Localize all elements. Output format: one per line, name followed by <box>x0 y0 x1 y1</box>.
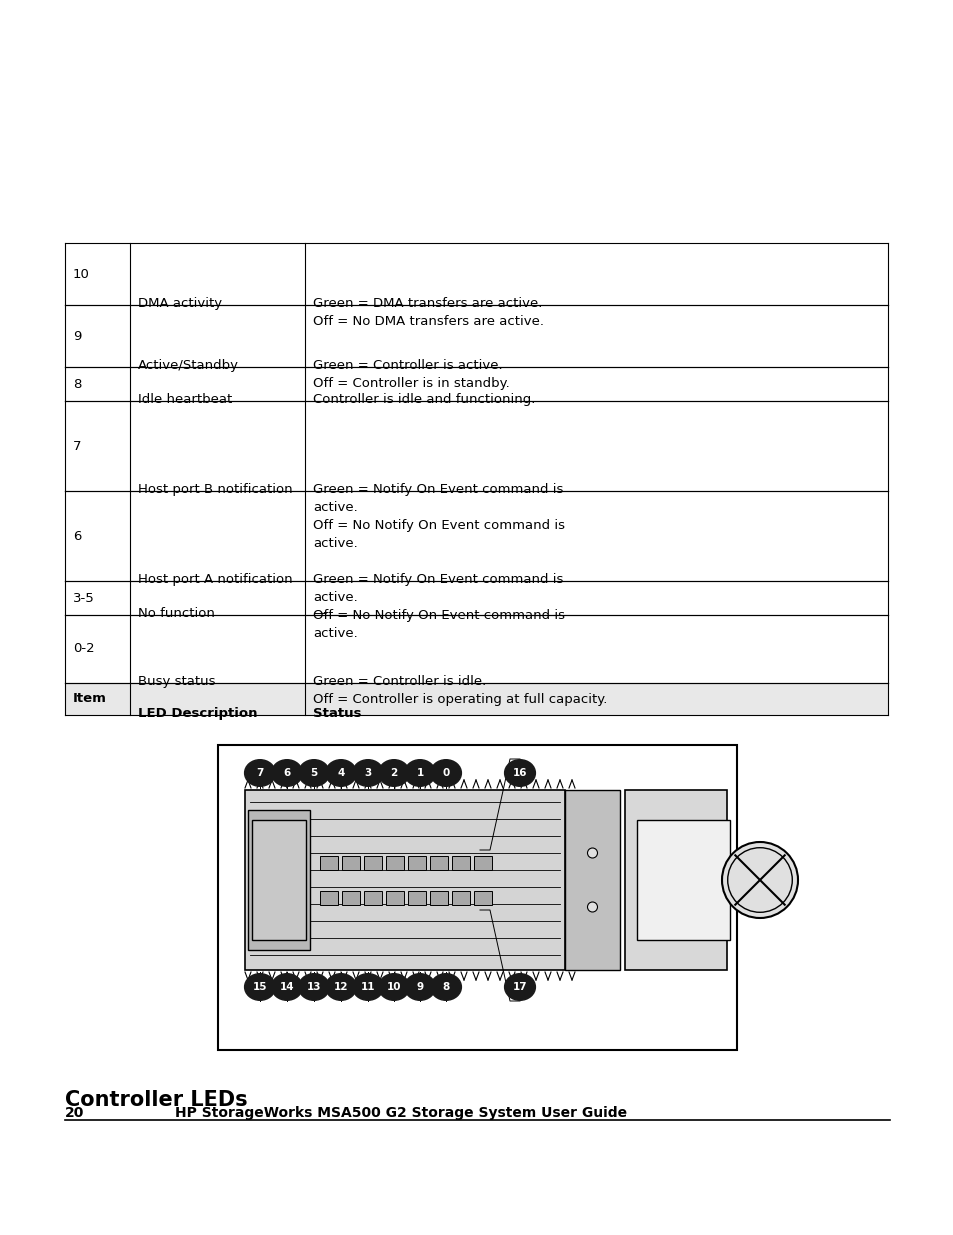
Ellipse shape <box>298 760 329 787</box>
Bar <box>65 305 887 367</box>
Text: 13: 13 <box>307 982 321 992</box>
Ellipse shape <box>430 760 461 787</box>
Bar <box>386 890 403 905</box>
Text: Host port A notification: Host port A notification <box>138 573 293 585</box>
Text: —: — <box>313 606 326 620</box>
Bar <box>624 790 726 969</box>
Bar <box>430 890 448 905</box>
Text: 12: 12 <box>334 982 348 992</box>
Bar <box>248 810 310 950</box>
Bar <box>319 856 337 869</box>
Text: Item: Item <box>73 693 107 705</box>
Bar <box>564 790 619 969</box>
Text: Green = DMA transfers are active.
Off = No DMA transfers are active.: Green = DMA transfers are active. Off = … <box>313 296 543 329</box>
Bar <box>408 856 426 869</box>
Bar <box>386 856 403 869</box>
Ellipse shape <box>244 760 275 787</box>
Bar <box>65 367 887 401</box>
Ellipse shape <box>325 760 356 787</box>
Ellipse shape <box>353 973 383 1000</box>
Ellipse shape <box>504 973 535 1000</box>
Bar <box>65 580 887 615</box>
Bar <box>364 856 381 869</box>
Ellipse shape <box>298 973 329 1000</box>
Text: 0-2: 0-2 <box>73 642 94 656</box>
Text: 6: 6 <box>283 768 291 778</box>
Text: 3: 3 <box>364 768 372 778</box>
Text: Green = Controller is idle.
Off = Controller is operating at full capacity.: Green = Controller is idle. Off = Contro… <box>313 676 607 706</box>
Text: Green = Notify On Event command is
active.
Off = No Notify On Event command is
a: Green = Notify On Event command is activ… <box>313 573 564 640</box>
Text: Controller LEDs: Controller LEDs <box>65 1091 248 1110</box>
Text: 5: 5 <box>310 768 317 778</box>
Text: 10: 10 <box>73 268 90 280</box>
Text: HP StorageWorks MSA500 G2 Storage System User Guide: HP StorageWorks MSA500 G2 Storage System… <box>174 1107 626 1120</box>
Text: Busy status: Busy status <box>138 676 215 688</box>
Ellipse shape <box>272 973 302 1000</box>
Ellipse shape <box>272 760 302 787</box>
Text: Status: Status <box>313 706 361 720</box>
Text: Controller is idle and functioning.: Controller is idle and functioning. <box>313 393 535 406</box>
Text: 7: 7 <box>256 768 263 778</box>
Ellipse shape <box>430 973 461 1000</box>
Text: 6: 6 <box>73 530 81 542</box>
Bar <box>218 745 737 1050</box>
Text: 14: 14 <box>279 982 294 992</box>
Ellipse shape <box>404 760 435 787</box>
Bar <box>637 820 729 940</box>
Circle shape <box>587 848 597 858</box>
Text: 7: 7 <box>73 440 81 452</box>
Text: Green = Controller is active.
Off = Controller is in standby.: Green = Controller is active. Off = Cont… <box>313 359 509 390</box>
Bar <box>408 890 426 905</box>
Text: Host port B notification: Host port B notification <box>138 483 293 496</box>
Text: 10: 10 <box>386 982 401 992</box>
Text: Active/Standby: Active/Standby <box>138 359 239 372</box>
Bar <box>65 401 887 492</box>
Bar <box>474 856 492 869</box>
Text: 15: 15 <box>253 982 267 992</box>
Bar <box>65 615 887 683</box>
Ellipse shape <box>378 973 409 1000</box>
Ellipse shape <box>404 973 435 1000</box>
Ellipse shape <box>325 973 356 1000</box>
Text: Idle heartbeat: Idle heartbeat <box>138 393 232 406</box>
Bar <box>319 890 337 905</box>
Text: 8: 8 <box>73 378 81 390</box>
Text: 16: 16 <box>512 768 527 778</box>
Text: 17: 17 <box>512 982 527 992</box>
Text: 2: 2 <box>390 768 397 778</box>
Text: 11: 11 <box>360 982 375 992</box>
Bar <box>452 890 470 905</box>
Ellipse shape <box>504 760 535 787</box>
Bar <box>245 790 564 969</box>
Text: 8: 8 <box>442 982 449 992</box>
Text: 1: 1 <box>416 768 423 778</box>
Text: Green = Notify On Event command is
active.
Off = No Notify On Event command is
a: Green = Notify On Event command is activ… <box>313 483 564 550</box>
Circle shape <box>721 842 797 918</box>
Text: LED Description: LED Description <box>138 706 257 720</box>
Bar <box>65 683 887 715</box>
Bar <box>65 492 887 580</box>
Ellipse shape <box>378 760 409 787</box>
Bar <box>341 856 359 869</box>
Text: 20: 20 <box>65 1107 84 1120</box>
Bar <box>364 890 381 905</box>
Text: 4: 4 <box>337 768 344 778</box>
Text: 9: 9 <box>73 330 81 342</box>
Bar <box>252 820 306 940</box>
Text: 0: 0 <box>442 768 449 778</box>
Text: DMA activity: DMA activity <box>138 296 222 310</box>
Bar <box>452 856 470 869</box>
Text: 3-5: 3-5 <box>73 592 94 604</box>
Text: No function: No function <box>138 606 214 620</box>
Ellipse shape <box>244 973 275 1000</box>
Circle shape <box>587 902 597 911</box>
Text: 9: 9 <box>416 982 423 992</box>
Bar <box>430 856 448 869</box>
Ellipse shape <box>353 760 383 787</box>
Bar <box>65 243 887 305</box>
Bar <box>474 890 492 905</box>
Bar <box>341 890 359 905</box>
